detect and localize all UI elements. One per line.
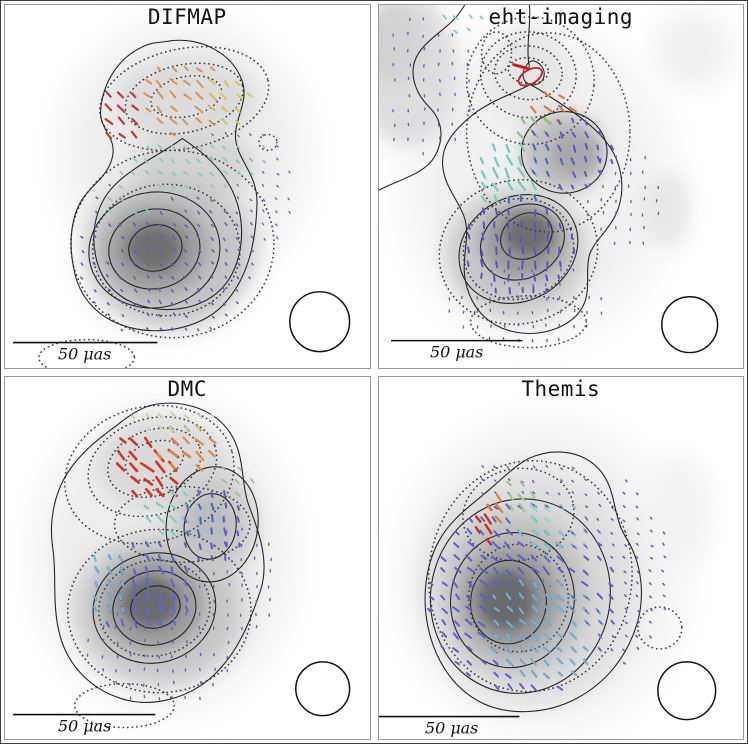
polarization-ticks [378, 14, 659, 343]
intensity-blobs [39, 406, 289, 706]
polarization-ticks [86, 410, 272, 700]
scale-bar-label: 50 μas [430, 343, 483, 362]
beam-circle [660, 296, 718, 354]
intensity-blobs [408, 426, 710, 726]
panel-dmc: DMC 50 μas [4, 375, 371, 740]
scale-bar-label: 50 μas [58, 716, 111, 735]
colored-contours [511, 63, 543, 87]
scale-bar: 50 μas [12, 713, 156, 735]
scale-bar-label: 50 μas [425, 718, 478, 737]
intensity-blobs [378, 5, 731, 334]
dotted-contours [427, 459, 683, 692]
scale-bar: 50 μas [12, 341, 158, 364]
scale-bar-label: 50 μas [58, 345, 111, 364]
beam-circle [289, 291, 351, 353]
difmap-plot-canvas: 50 μas [12, 24, 351, 368]
themis-plot-canvas: 50 μas [378, 426, 716, 737]
dotted-contours [437, 16, 631, 349]
highlight-tick [511, 63, 531, 71]
solid-contours [50, 402, 265, 703]
dmc-plot-canvas: 50 μas [12, 402, 351, 735]
scale-bar: 50 μas [378, 715, 519, 737]
intensity-blobs [64, 24, 304, 330]
scale-bar: 50 μas [390, 339, 522, 362]
eht-imaging-plot-canvas: 50 μas [378, 5, 731, 362]
panel-difmap: DIFMAP 50 μas [4, 4, 371, 369]
polarization-ticks [426, 464, 666, 691]
solid-contours [378, 5, 622, 334]
beam-circle [656, 660, 716, 720]
panel-themis: Themis 50 μas [377, 375, 744, 740]
beam-circle [295, 660, 351, 716]
panel-eht-imaging: eht-imaging 50 μas [377, 4, 744, 369]
polarization-ticks [80, 65, 291, 332]
